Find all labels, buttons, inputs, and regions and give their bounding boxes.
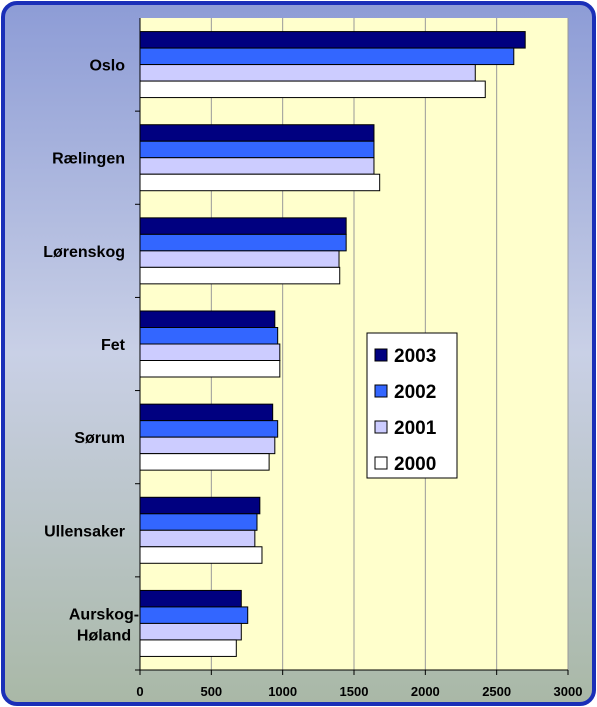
x-tick-label: 0 xyxy=(136,684,143,699)
bar xyxy=(139,453,270,471)
y-tick-label: Oslo xyxy=(89,58,125,75)
bar xyxy=(139,233,347,252)
bar xyxy=(139,529,256,548)
legend-label: 2002 xyxy=(394,382,436,403)
bar xyxy=(139,124,375,142)
bar xyxy=(139,360,281,378)
bar xyxy=(139,496,261,515)
legend-swatch xyxy=(374,456,388,470)
bar xyxy=(139,310,276,328)
bar xyxy=(139,420,279,438)
bar xyxy=(139,64,476,82)
x-tick-label: 2500 xyxy=(482,684,511,699)
bar xyxy=(139,217,347,235)
bar xyxy=(139,589,242,608)
legend-label: 2003 xyxy=(394,346,436,367)
bar xyxy=(139,173,381,192)
legend-label: 2000 xyxy=(394,454,436,475)
bar xyxy=(139,250,340,268)
y-tick-label: Fet xyxy=(101,337,126,354)
bar xyxy=(139,606,249,624)
bar xyxy=(139,622,242,641)
legend-label: 2001 xyxy=(394,418,437,439)
y-tick-label: Rælingen xyxy=(52,151,125,168)
bar xyxy=(139,80,486,99)
y-tick-label: Sørum xyxy=(74,430,125,447)
x-tick-label: 3000 xyxy=(554,684,583,699)
y-tick-label: Ullensaker xyxy=(44,523,125,540)
bar xyxy=(139,436,276,455)
y-tick-label: Aurskog-Høland xyxy=(69,606,139,644)
x-tick-label: 1000 xyxy=(268,684,297,699)
bar xyxy=(139,31,526,49)
bar xyxy=(139,140,375,159)
legend-swatch xyxy=(374,348,388,362)
bar xyxy=(139,513,258,531)
x-tick-label: 2000 xyxy=(411,684,440,699)
bar xyxy=(139,639,237,657)
legend-swatch xyxy=(374,384,388,398)
bar xyxy=(139,343,281,361)
y-tick-label: Lørenskog xyxy=(43,244,125,261)
bar xyxy=(139,403,274,422)
x-tick-label: 500 xyxy=(200,684,222,699)
bar xyxy=(139,546,263,564)
bar xyxy=(139,327,279,345)
bar xyxy=(139,47,515,66)
x-tick-label: 1500 xyxy=(340,684,369,699)
bar xyxy=(139,266,341,285)
bar xyxy=(139,157,375,175)
legend-swatch xyxy=(374,420,388,434)
